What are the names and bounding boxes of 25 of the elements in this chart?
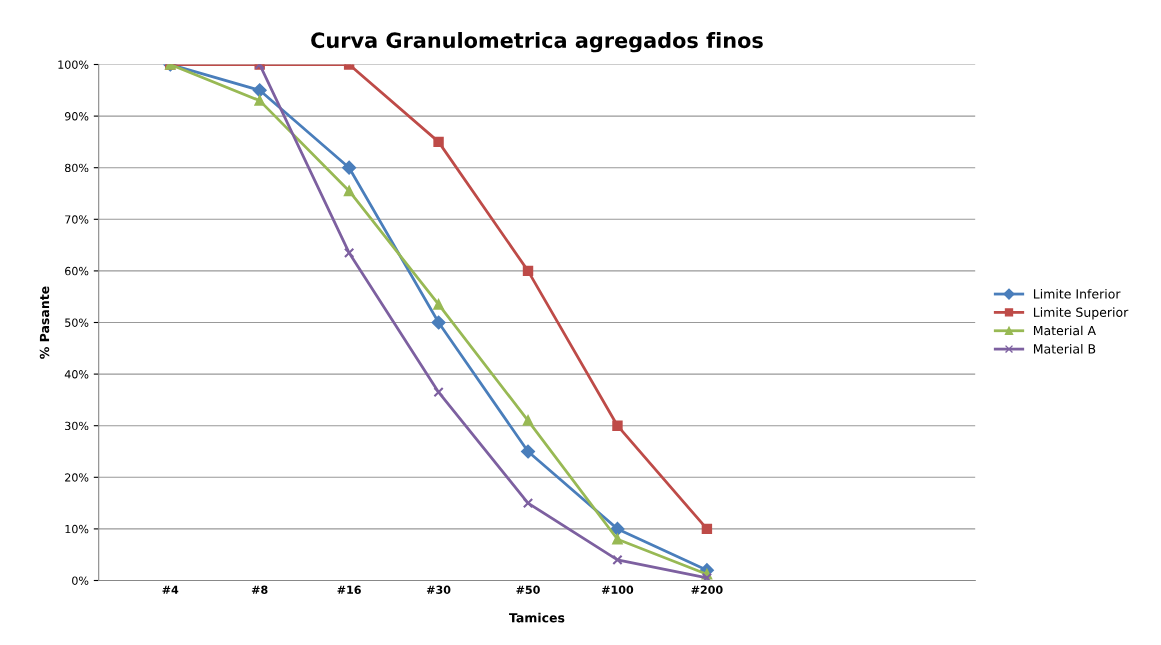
y-tick-label: 80% xyxy=(65,163,89,173)
x-axis-title: Tamices xyxy=(509,612,565,623)
x-tick-label: #30 xyxy=(426,585,451,594)
y-tick-label: 30% xyxy=(65,421,89,431)
x-tick-label: #50 xyxy=(516,585,540,594)
y-axis-title: % Pasante xyxy=(39,286,50,359)
y-tick-label: 40% xyxy=(64,370,89,379)
legend-label: Limite Superior xyxy=(1033,307,1129,320)
legend-label: Limite Inferior xyxy=(1033,288,1121,299)
y-tick-label: 70% xyxy=(65,215,89,224)
legend-label: Material A xyxy=(1033,325,1096,336)
chart-title: Curva Granulometrica agregados finos xyxy=(311,32,763,53)
x-tick-label: #16 xyxy=(337,585,361,594)
y-tick-label: 100% xyxy=(58,60,89,69)
y-tick-label: 0% xyxy=(72,576,89,585)
legend-label: Material B xyxy=(1033,343,1096,354)
x-tick-label: #200 xyxy=(691,585,723,594)
y-tick-label: 90% xyxy=(64,112,89,121)
x-tick-label: #100 xyxy=(601,585,634,594)
y-tick-label: 60% xyxy=(65,266,89,276)
y-tick-label: 20% xyxy=(65,473,89,482)
y-tick-label: 10% xyxy=(65,524,89,534)
y-tick-label: 50% xyxy=(65,318,89,327)
x-tick-label: #4 xyxy=(162,585,179,594)
x-tick-label: #8 xyxy=(251,585,268,594)
